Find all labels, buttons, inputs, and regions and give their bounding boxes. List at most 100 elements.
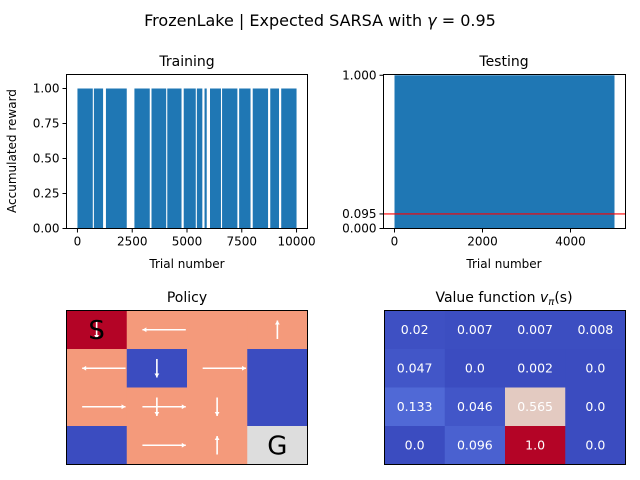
value-cells bbox=[384, 310, 626, 465]
value-cell bbox=[444, 426, 506, 465]
testing-chart: Testing 0 2000 4000 0.0000.095 1.000 Trial … bbox=[342, 54, 626, 271]
value-label: 0.046 bbox=[457, 399, 493, 414]
value-title-pi: π bbox=[548, 297, 555, 308]
y-tick-label: 1.00 bbox=[33, 82, 60, 96]
value-label: 0.133 bbox=[397, 399, 433, 414]
value-cell bbox=[505, 349, 566, 388]
policy-letter: G bbox=[267, 431, 287, 461]
y-tick-label: 0.095 bbox=[342, 207, 376, 221]
policy-arrow-left bbox=[142, 327, 186, 333]
training-xlabel: Trial number bbox=[148, 257, 224, 271]
reward-segment bbox=[204, 88, 207, 229]
value-label: 0.002 bbox=[517, 360, 553, 375]
value-cell bbox=[505, 426, 566, 465]
testing-axes-frame bbox=[383, 74, 626, 229]
policy-arrow-left bbox=[82, 365, 126, 371]
reward-segment bbox=[239, 88, 251, 229]
value-label: 0.0 bbox=[405, 437, 425, 452]
reward-segment bbox=[167, 88, 182, 229]
value-cell bbox=[444, 310, 506, 350]
policy-arrow-up bbox=[274, 320, 280, 339]
reward-segment bbox=[270, 88, 280, 229]
policy-arrow-right bbox=[142, 442, 186, 448]
policy-cell bbox=[247, 349, 308, 388]
value-title: Value function vπ(s) bbox=[435, 290, 572, 308]
y-tick-label: 0.25 bbox=[33, 187, 60, 201]
value-label: 0.0 bbox=[585, 437, 605, 452]
value-cell bbox=[505, 310, 566, 350]
value-labels: 0.02 0.007 0.007 0.008 0.047 0.0 0.002 0.0 0.133… bbox=[397, 322, 614, 453]
testing-xlabel: Trial number bbox=[465, 257, 541, 271]
policy-arrow-right bbox=[142, 404, 186, 410]
value-cell bbox=[384, 387, 446, 427]
value-cell bbox=[565, 426, 626, 465]
policy-arrow-right bbox=[202, 365, 247, 371]
value-label: 0.007 bbox=[517, 322, 553, 337]
reward-segment bbox=[183, 88, 196, 229]
reward-segment bbox=[134, 88, 150, 229]
value-cell bbox=[384, 310, 446, 350]
value-cell bbox=[444, 349, 506, 388]
policy-frame bbox=[66, 310, 308, 465]
training-yticks: 0.00 0.25 0.50 0.75 1.00 bbox=[33, 82, 67, 236]
x-tick-label: 7500 bbox=[226, 235, 257, 249]
value-label: 0.047 bbox=[397, 360, 433, 375]
policy-cell bbox=[66, 426, 128, 465]
policy-cell bbox=[187, 310, 248, 350]
suptitle-gamma-symbol: γ bbox=[427, 11, 438, 30]
x-tick-label: 10000 bbox=[277, 235, 315, 249]
suptitle-gamma-value: = 0.95 bbox=[437, 11, 496, 30]
policy-arrow-up bbox=[214, 436, 220, 455]
value-cell bbox=[565, 349, 626, 388]
testing-bars bbox=[394, 75, 615, 229]
value-label: 0.02 bbox=[401, 322, 429, 337]
reward-segment bbox=[93, 88, 104, 229]
training-ylabel: Accumulated reward bbox=[5, 89, 19, 213]
y-tick-label: 1.000 bbox=[342, 68, 376, 82]
reward-segment bbox=[222, 88, 238, 229]
training-xticks: 0 2500 5000 7500 10000 bbox=[74, 228, 316, 249]
policy-chart: Policy SG bbox=[66, 290, 308, 465]
value-title-v: v bbox=[540, 290, 549, 306]
reward-segment bbox=[196, 88, 203, 229]
reward-segment bbox=[281, 88, 297, 229]
x-tick-label: 2000 bbox=[467, 235, 498, 249]
value-cell bbox=[444, 387, 506, 427]
suptitle-prefix: FrozenLake | Expected SARSA with bbox=[144, 11, 427, 30]
policy-arrows bbox=[82, 320, 280, 455]
value-label: 0.0 bbox=[585, 360, 605, 375]
policy-letters: SG bbox=[88, 316, 287, 462]
value-label: 0.096 bbox=[457, 437, 493, 452]
reward-segment bbox=[151, 88, 167, 229]
value-cell bbox=[565, 387, 626, 427]
x-tick-label: 0 bbox=[74, 235, 82, 249]
value-label: 0.565 bbox=[517, 399, 553, 414]
testing-title: Testing bbox=[478, 54, 528, 70]
testing-xticks: 0 2000 4000 bbox=[391, 228, 586, 249]
policy-letter: S bbox=[88, 316, 105, 346]
x-tick-label: 2500 bbox=[117, 235, 148, 249]
y-tick-label: 0.50 bbox=[33, 152, 60, 166]
value-title-prefix: Value function bbox=[435, 290, 540, 306]
training-chart: Training 0 2500 5000 7500 10000 0.00 0.25 0.50… bbox=[5, 54, 316, 271]
value-cell bbox=[384, 349, 446, 388]
policy-arrow-down bbox=[154, 359, 160, 378]
reward-segment bbox=[394, 75, 615, 229]
value-title-suffix: (s) bbox=[554, 290, 572, 306]
x-tick-label: 4000 bbox=[555, 235, 586, 249]
training-bars bbox=[77, 88, 297, 229]
policy-cell bbox=[247, 387, 308, 427]
y-tick-label: 0.000 bbox=[342, 222, 376, 236]
value-label: 0.008 bbox=[577, 322, 613, 337]
value-chart: Value function vπ(s) 0.02 0.007 0.007 0.008… bbox=[384, 290, 626, 465]
value-cell bbox=[384, 426, 446, 465]
value-label: 0.007 bbox=[457, 322, 493, 337]
policy-arrow-down bbox=[94, 320, 100, 339]
value-label: 0.0 bbox=[465, 360, 485, 375]
policy-arrow-right bbox=[82, 404, 126, 410]
figure-suptitle: FrozenLake | Expected SARSA with γ = 0.9… bbox=[144, 11, 496, 30]
value-frame bbox=[384, 310, 626, 465]
reward-segment bbox=[210, 88, 221, 229]
policy-cell bbox=[247, 426, 308, 465]
